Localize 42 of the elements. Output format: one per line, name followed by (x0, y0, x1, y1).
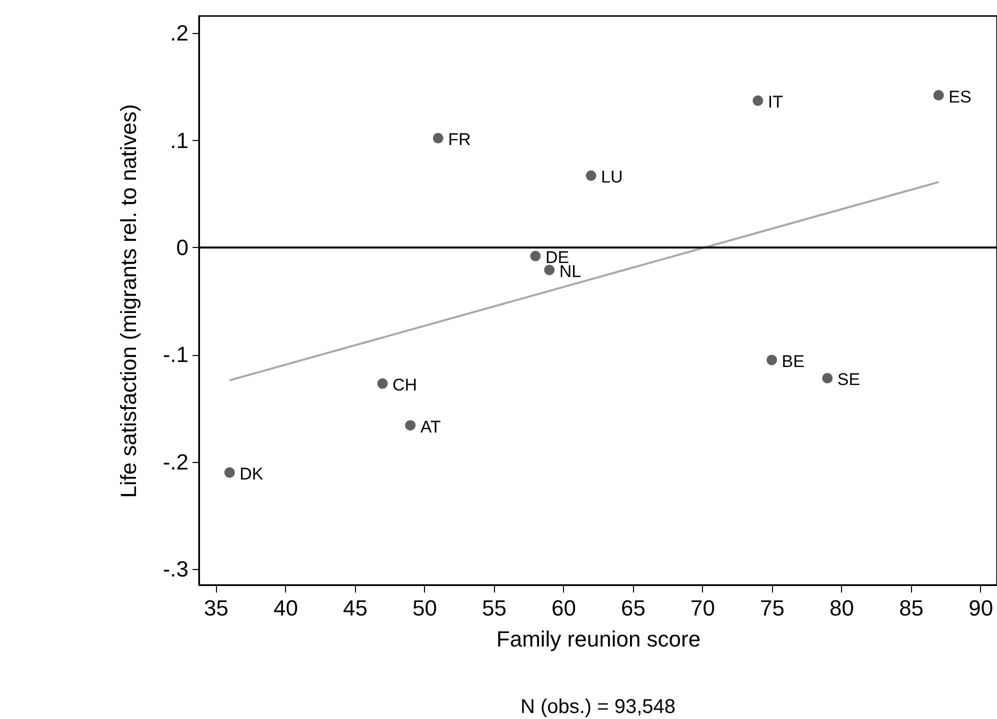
y-tick-label: -.3 (162, 556, 188, 582)
annotation: NL (559, 262, 582, 281)
x-tick-label: 35 (204, 596, 228, 620)
point (822, 372, 833, 384)
x-axis-title: Family reunion score (496, 626, 701, 652)
x-tick-label: 65 (621, 596, 646, 620)
annotation: CH (392, 376, 418, 395)
annotation: ES (948, 87, 972, 106)
annotation: SE (837, 370, 860, 390)
x-tick-label: 45 (342, 596, 368, 620)
y-tick-label: -.2 (162, 449, 188, 474)
text: N (obs.) = 93,548 (520, 696, 676, 718)
point (530, 250, 541, 262)
y-axis-title: Life satisfaction (migrants rel. to natives) (116, 104, 141, 498)
x-tick-label: 60 (552, 596, 576, 620)
y-tick-label: .1 (170, 128, 188, 153)
point (224, 467, 235, 478)
x-tick-label: 75 (760, 596, 785, 620)
point (586, 170, 596, 181)
x-tick-label: 80 (830, 596, 854, 620)
y-tick-label: -.1 (162, 342, 188, 368)
point (766, 354, 778, 366)
point (405, 420, 416, 431)
x-tick-label: 70 (690, 596, 716, 620)
annotation: AT (420, 417, 441, 436)
x-tick-label: 40 (273, 596, 298, 620)
annotation: LU (601, 168, 623, 187)
x-tick-label: 50 (412, 596, 437, 620)
y-tick-label: 0 (176, 234, 188, 260)
point (752, 95, 764, 106)
annotation: IT (768, 92, 783, 112)
x-tick-label: 85 (899, 596, 924, 620)
annotation: FR (448, 130, 471, 150)
annotation: BE (782, 352, 804, 371)
point (377, 378, 388, 389)
annotation: DK (240, 464, 264, 484)
point (933, 90, 944, 101)
x-tick-label: 90 (968, 596, 994, 620)
point (432, 132, 444, 144)
x-tick-label: 55 (482, 596, 506, 620)
y-tick-label: .2 (170, 20, 188, 46)
point (544, 264, 555, 276)
